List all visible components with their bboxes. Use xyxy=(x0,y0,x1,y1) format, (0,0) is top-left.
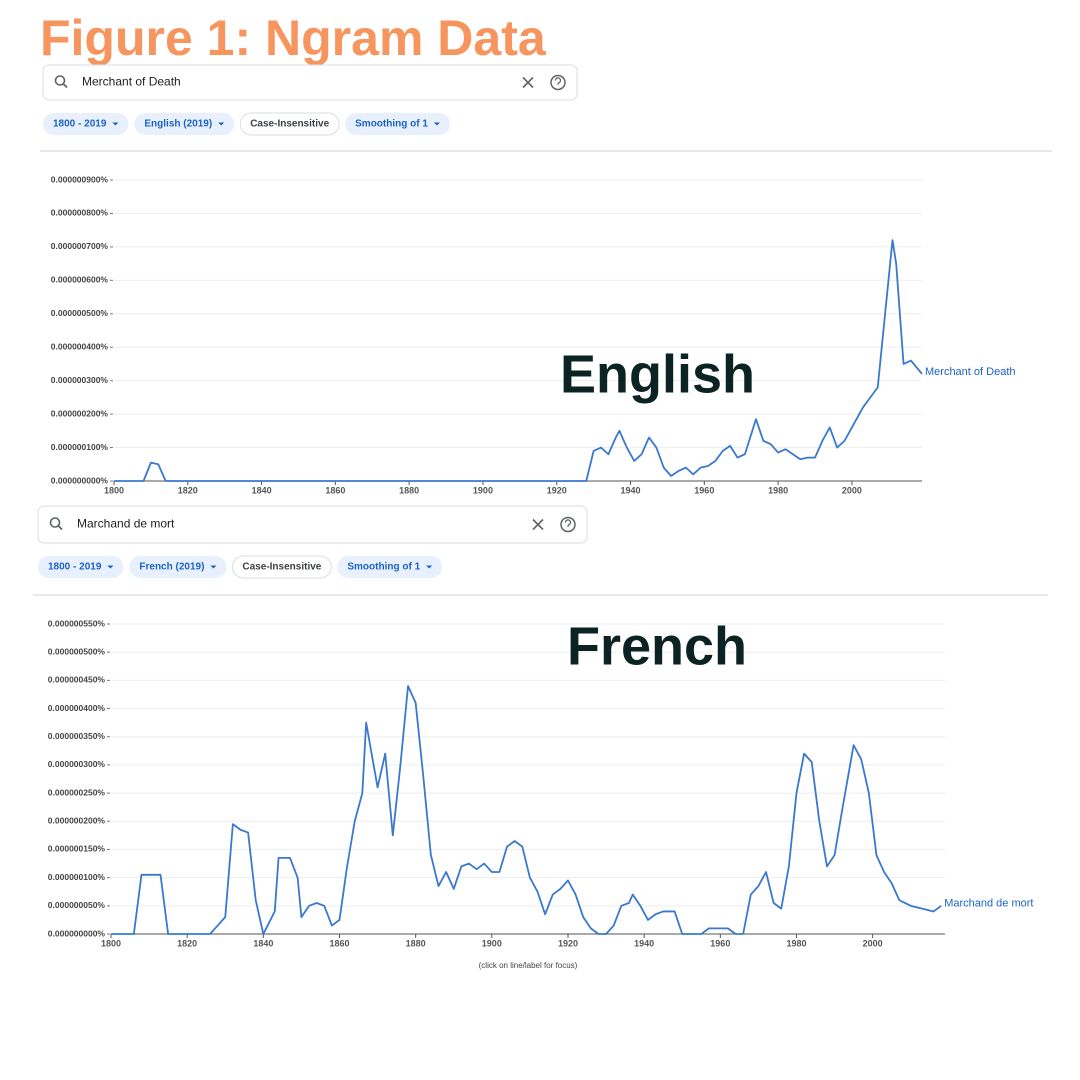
chip-bg xyxy=(134,113,235,135)
y-tick-label: 0.000000350% xyxy=(48,731,106,741)
x-tick-label: 1980 xyxy=(768,485,788,495)
chip-arrow xyxy=(433,122,440,126)
filter-chip[interactable]: French (2019) xyxy=(129,556,227,578)
search-icon-handle xyxy=(57,525,63,531)
x-tick-label: 1960 xyxy=(694,485,714,495)
chip-label: Smoothing of 1 xyxy=(355,119,428,130)
search-box[interactable] xyxy=(42,64,578,101)
chip-label: English (2019) xyxy=(144,119,212,130)
x-tick-label: 2000 xyxy=(842,485,862,495)
chip-bg xyxy=(337,556,443,578)
x-tick-label: 1860 xyxy=(329,938,349,948)
filter-chip[interactable]: Case-Insensitive xyxy=(239,112,340,136)
search-query: Marchand de mort xyxy=(77,517,175,531)
chip-bg xyxy=(129,556,227,578)
filter-chip[interactable]: Smoothing of 1 xyxy=(345,113,450,135)
y-tick-label: 0.000000000% xyxy=(48,928,106,938)
y-tick-label: 0.000000450% xyxy=(48,675,106,685)
y-tick-label: 0.000000700% xyxy=(51,241,109,251)
x-tick-label: 1920 xyxy=(547,485,567,495)
x-tick-label: 2000 xyxy=(863,938,883,948)
y-tick-label: 0.000000300% xyxy=(48,759,106,769)
x-tick-label: 1800 xyxy=(101,938,121,948)
chip-bg xyxy=(345,113,450,135)
y-tick-label: 0.000000500% xyxy=(48,646,106,656)
x-tick-label: 1960 xyxy=(710,938,730,948)
filter-chip[interactable]: English (2019) xyxy=(134,113,235,135)
y-tick-label: 0.000000100% xyxy=(51,442,109,452)
search-icon xyxy=(54,75,66,86)
chip-label: 1800 - 2019 xyxy=(48,562,102,573)
x-tick-label: 1940 xyxy=(634,938,654,948)
filter-chip[interactable]: Case-Insensitive xyxy=(231,555,332,579)
chip-bg xyxy=(43,113,129,135)
series-line[interactable] xyxy=(114,239,923,482)
help-mark xyxy=(554,77,562,85)
series-label[interactable]: Merchant of Death xyxy=(925,366,1016,378)
filter-chip[interactable]: Smoothing of 1 xyxy=(337,556,443,578)
annotation: English xyxy=(560,344,755,404)
y-tick-label: 0.000000200% xyxy=(48,816,106,826)
chip-label: French (2019) xyxy=(139,562,204,573)
series-line[interactable] xyxy=(111,685,942,935)
chip-bg xyxy=(239,112,340,136)
search-icon xyxy=(49,517,61,528)
y-tick-label: 0.000000500% xyxy=(51,308,109,318)
annotation: French xyxy=(567,616,747,676)
y-tick-label: 0.000000250% xyxy=(48,787,106,797)
x-tick-label: 1820 xyxy=(178,485,198,495)
chip-bg xyxy=(231,555,332,579)
help-button[interactable] xyxy=(560,516,576,533)
footnote: (click on line/label for focus) xyxy=(479,961,578,970)
figure-title: Figure 1: Ngram Data xyxy=(40,10,547,66)
chip-arrow xyxy=(210,565,217,569)
filter-chip[interactable]: 1800 - 2019 xyxy=(43,113,129,135)
chip-label: Case-Insensitive xyxy=(250,119,329,130)
x-tick-label: 1900 xyxy=(482,938,502,948)
y-tick-label: 0.000000600% xyxy=(51,275,109,285)
x-tick-label: 1800 xyxy=(104,485,124,495)
x-tick-label: 1880 xyxy=(399,485,419,495)
y-tick-label: 0.000000100% xyxy=(48,872,106,882)
chip-arrow xyxy=(112,122,119,126)
chip-label: Smoothing of 1 xyxy=(347,562,420,573)
y-tick-label: 0.000000400% xyxy=(51,341,109,351)
help-button[interactable] xyxy=(550,74,566,91)
x-tick-label: 1980 xyxy=(786,938,806,948)
chip-bg xyxy=(38,556,124,578)
search-query: Merchant of Death xyxy=(82,75,181,89)
chip-arrow xyxy=(426,565,433,569)
chip-label: Case-Insensitive xyxy=(242,562,321,573)
x-tick-label: 1900 xyxy=(473,485,493,495)
y-tick-label: 0.000000200% xyxy=(51,408,109,418)
x-tick-label: 1860 xyxy=(325,485,345,495)
clear-button[interactable] xyxy=(522,76,534,89)
y-tick-label: 0.000000150% xyxy=(48,844,106,854)
clear-button[interactable] xyxy=(532,518,544,531)
y-tick-label: 0.000000900% xyxy=(51,174,109,184)
y-tick-label: 0.000000000% xyxy=(51,475,109,485)
chip-arrow xyxy=(218,122,225,126)
y-tick-label: 0.000000800% xyxy=(51,208,109,218)
x-tick-label: 1840 xyxy=(252,485,272,495)
chip-label: 1800 - 2019 xyxy=(53,119,107,130)
y-tick-label: 0.000000550% xyxy=(48,618,106,628)
x-tick-label: 1940 xyxy=(621,485,641,495)
y-tick-label: 0.000000050% xyxy=(48,900,106,910)
chip-arrow xyxy=(107,565,114,569)
search-box[interactable] xyxy=(37,505,588,544)
y-tick-label: 0.000000300% xyxy=(51,375,109,385)
x-tick-label: 1820 xyxy=(177,938,197,948)
help-mark xyxy=(564,519,572,527)
series-label[interactable]: Marchand de mort xyxy=(944,898,1033,910)
filter-chip[interactable]: 1800 - 2019 xyxy=(38,556,124,578)
x-tick-label: 1920 xyxy=(558,938,578,948)
x-tick-label: 1840 xyxy=(253,938,273,948)
x-tick-label: 1880 xyxy=(406,938,426,948)
y-tick-label: 0.000000400% xyxy=(48,703,106,713)
search-icon-handle xyxy=(62,83,68,89)
